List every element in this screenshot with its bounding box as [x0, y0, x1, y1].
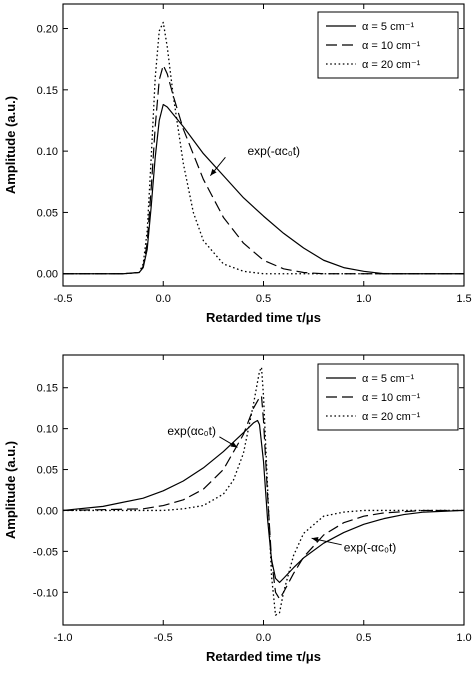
series-line-1 — [63, 419, 464, 584]
y-tick-label: 0.10 — [37, 424, 58, 436]
x-tick-label: 1.5 — [456, 293, 471, 305]
y-axis-label: Amplitude (a.u.) — [3, 96, 18, 194]
y-tick-label: -0.05 — [33, 546, 58, 558]
y-tick-label: 0.05 — [37, 465, 58, 477]
legend-label-1: α = 5 cm⁻¹ — [362, 373, 415, 385]
annotation-arrowhead — [210, 168, 217, 176]
legend-label-2: α = 10 cm⁻¹ — [362, 40, 421, 52]
chart-panel-1: -0.5 0.0 0.5 1.0 1.5 0.00 0.05 0.10 0.15 0.20 Reta… — [3, 3, 472, 325]
x-tick-label: 1.0 — [356, 293, 371, 305]
y-tick-label: 0.10 — [37, 146, 58, 158]
legend: α = 5 cm⁻¹ α = 10 cm⁻¹ α = 20 cm⁻¹ — [317, 11, 459, 79]
annotation-2: exp(-αc₀t) — [344, 540, 397, 554]
x-axis-label: Retarded time τ/μs — [206, 310, 321, 325]
x-tick-label: 0.0 — [156, 293, 171, 305]
x-tick-label: -1.0 — [54, 632, 73, 644]
y-tick-label: 0.05 — [37, 207, 58, 219]
legend-label-3: α = 20 cm⁻¹ — [362, 59, 421, 71]
x-tick-label: 0.5 — [356, 632, 371, 644]
series-line-2 — [63, 64, 464, 275]
y-tick-label: 0.20 — [37, 24, 58, 36]
y-tick-label: 0.15 — [37, 85, 58, 97]
series-line-1 — [63, 103, 464, 275]
series-line-2 — [63, 395, 464, 600]
series-line-3 — [63, 366, 464, 616]
legend-label-1: α = 5 cm⁻¹ — [362, 21, 415, 33]
annotation-1: exp(-αc₀t) — [247, 144, 300, 158]
chart-panel-2: -1.0 -0.5 0.0 0.5 1.0 -0.10 -0.05 0.00 0.05 0.10 0… — [3, 354, 472, 664]
x-tick-label: 1.0 — [456, 632, 471, 644]
legend-label-2: α = 10 cm⁻¹ — [362, 392, 421, 404]
x-tick-label: -0.5 — [154, 632, 173, 644]
x-tick-label: -0.5 — [54, 293, 73, 305]
y-tick-label: 0.15 — [37, 383, 58, 395]
legend-box — [317, 11, 459, 79]
x-axis-label: Retarded time τ/μs — [206, 649, 321, 664]
legend-label-3: α = 20 cm⁻¹ — [362, 411, 421, 423]
legend: α = 5 cm⁻¹ α = 10 cm⁻¹ α = 20 cm⁻¹ — [317, 363, 459, 431]
series-line-3 — [63, 21, 464, 275]
x-tick-label: 0.0 — [256, 632, 271, 644]
legend-box — [317, 363, 459, 431]
x-tick-label: 0.5 — [256, 293, 271, 305]
y-tick-label: -0.10 — [33, 587, 58, 599]
y-axis-label: Amplitude (a.u.) — [3, 441, 18, 539]
y-tick-label: 0.00 — [37, 269, 58, 281]
annotation-1: exp(αc₀t) — [167, 424, 216, 438]
y-tick-label: 0.00 — [37, 505, 58, 517]
annotation-arrowhead — [230, 441, 238, 448]
annotation-arrowhead — [311, 536, 319, 543]
